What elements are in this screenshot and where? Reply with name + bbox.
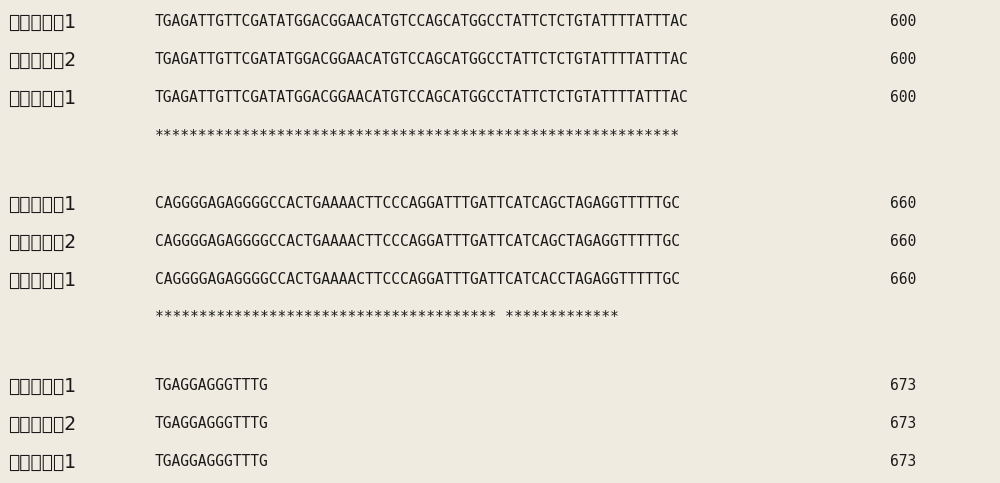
Text: TGAGGAGGGTTTG: TGAGGAGGGTTTG xyxy=(155,416,269,431)
Text: TGAGATTGTTCGATATGGACGGAACATGTCCAGCATGGCCTATTCTCTGTATTTTATTTAC: TGAGATTGTTCGATATGGACGGAACATGTCCAGCATGGCC… xyxy=(155,53,689,68)
Text: CAGGGGAGAGGGGCCACTGAAAACTTCCCAGGATTTGATTCATCAGCTAGAGGTTTTTGC: CAGGGGAGAGGGGCCACTGAAAACTTCCCAGGATTTGATT… xyxy=(155,235,680,250)
Text: 660: 660 xyxy=(890,235,916,250)
Text: TGAGATTGTTCGATATGGACGGAACATGTCCAGCATGGCCTATTCTCTGTATTTTATTTAC: TGAGATTGTTCGATATGGACGGAACATGTCCAGCATGGCC… xyxy=(155,14,689,29)
Text: 太湖猪个体1: 太湖猪个体1 xyxy=(8,195,76,213)
Text: ************************************************************: ****************************************… xyxy=(155,128,680,143)
Text: TGAGGAGGGTTTG: TGAGGAGGGTTTG xyxy=(155,455,269,469)
Text: CAGGGGAGAGGGGCCACTGAAAACTTCCCAGGATTTGATTCATCAGCTAGAGGTTTTTGC: CAGGGGAGAGGGGCCACTGAAAACTTCCCAGGATTTGATT… xyxy=(155,197,680,212)
Text: 673: 673 xyxy=(890,416,916,431)
Text: 大白猪个体1: 大白猪个体1 xyxy=(8,453,76,471)
Text: 673: 673 xyxy=(890,455,916,469)
Text: 太湖猪个体1: 太湖猪个体1 xyxy=(8,13,76,31)
Text: 大白猪个体1: 大白猪个体1 xyxy=(8,88,76,108)
Text: 太湖猪个体2: 太湖猪个体2 xyxy=(8,232,76,252)
Text: 660: 660 xyxy=(890,272,916,287)
Text: 太湖猪个体2: 太湖猪个体2 xyxy=(8,51,76,70)
Text: 太湖猪个体1: 太湖猪个体1 xyxy=(8,377,76,396)
Text: CAGGGGAGAGGGGCCACTGAAAACTTCCCAGGATTTGATTCATCACCTAGAGGTTTTTGC: CAGGGGAGAGGGGCCACTGAAAACTTCCCAGGATTTGATT… xyxy=(155,272,680,287)
Text: 660: 660 xyxy=(890,197,916,212)
Text: 600: 600 xyxy=(890,14,916,29)
Text: 大白猪个体1: 大白猪个体1 xyxy=(8,270,76,289)
Text: 673: 673 xyxy=(890,379,916,394)
Text: 600: 600 xyxy=(890,53,916,68)
Text: TGAGGAGGGTTTG: TGAGGAGGGTTTG xyxy=(155,379,269,394)
Text: 600: 600 xyxy=(890,90,916,105)
Text: TGAGATTGTTCGATATGGACGGAACATGTCCAGCATGGCCTATTCTCTGTATTTTATTTAC: TGAGATTGTTCGATATGGACGGAACATGTCCAGCATGGCC… xyxy=(155,90,689,105)
Text: 太湖猪个体2: 太湖猪个体2 xyxy=(8,414,76,434)
Text: *************************************** *************: *************************************** … xyxy=(155,311,619,326)
